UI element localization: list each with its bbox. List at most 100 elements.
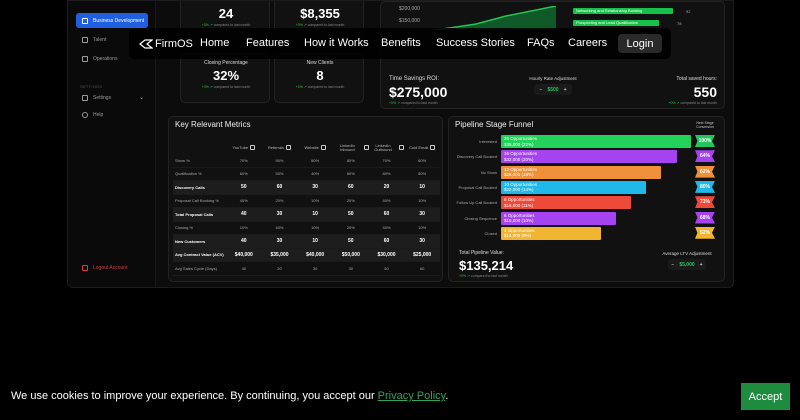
- sidebar-item-help[interactable]: Help: [76, 107, 148, 122]
- ltv-stepper[interactable]: − $5,000 +: [668, 259, 706, 270]
- table-cell: $25,000: [413, 251, 432, 258]
- login-button[interactable]: Login: [618, 34, 662, 53]
- table-cell: 40: [241, 265, 247, 271]
- nav-link-benefits[interactable]: Benefits: [381, 37, 421, 49]
- table-cell: 90%: [275, 157, 284, 163]
- referrals-icon: [286, 145, 292, 150]
- table-cell: 40%: [275, 225, 284, 231]
- table-body: Show % 70% 90% 80% 80% 70% 60% Qualification % 6…: [173, 154, 440, 276]
- nav-link-faqs[interactable]: FAQs: [527, 37, 555, 49]
- nav-link-home[interactable]: Home: [200, 37, 230, 49]
- sidebar-item-operations[interactable]: Operations: [76, 51, 148, 66]
- increment-button[interactable]: +: [563, 86, 567, 93]
- table-header-cell: LinkedIn Inbound: [333, 143, 369, 152]
- trend-line: [436, 6, 556, 30]
- cookie-banner: We use cookies to improve your experienc…: [0, 370, 800, 420]
- stat-card: Closing Percentage 32% +0% ↗ compared to…: [180, 53, 270, 103]
- logout-label: Logout Account: [93, 265, 128, 271]
- time-bar-value: 92: [686, 9, 691, 14]
- funnel-bar-count: 10 Opportunities: [504, 181, 538, 187]
- nav-link-success-stories[interactable]: Success Stories: [436, 37, 515, 49]
- decrement-button[interactable]: −: [671, 261, 675, 268]
- pipeline-compare: +0% ↗ compared to last month: [459, 274, 513, 278]
- youtube-icon: [250, 145, 256, 150]
- funnel-bar-value: $35,000 (22%): [504, 141, 534, 147]
- column-label: Website: [304, 144, 319, 150]
- stat-label: New Clients: [306, 60, 334, 66]
- pipeline-compare-text: compared to last month: [471, 274, 508, 278]
- hourly-rate-stepper[interactable]: − $500 +: [534, 84, 572, 95]
- stat-value: 24: [218, 6, 234, 21]
- roi-change: +0% ↗: [668, 101, 680, 105]
- saved-hours-block: Total saved hours: 550 +0% ↗ compared to…: [649, 76, 717, 105]
- table-row: Qualification % 60% 50% 40% 60% 80% 80%: [173, 168, 440, 181]
- funnel-bar: 6 Opportunities $16,000 (10%): [501, 211, 616, 225]
- table-cell: 60: [383, 211, 390, 218]
- table-cell: 50: [348, 211, 354, 218]
- funnel-bar-value: $14,000 (8%): [504, 233, 532, 239]
- sidebar-item-settings[interactable]: Settings ⌄: [76, 90, 148, 105]
- nav-link-how-it-works[interactable]: How it Works: [304, 37, 369, 49]
- column-label: Cold Email: [408, 144, 429, 150]
- table-cell: 40%: [239, 198, 248, 204]
- sidebar-item-talent[interactable]: Talent: [76, 32, 148, 47]
- time-savings-label: Time Savings ROI:: [389, 76, 440, 82]
- nav-link-careers[interactable]: Careers: [568, 37, 608, 49]
- time-savings-block: Time Savings ROI: $275,000 +0% ↗ compare…: [389, 76, 447, 105]
- funnel-bar: 16 Opportunities $32,000 (20%): [501, 150, 677, 164]
- row-label: Show %: [175, 157, 190, 163]
- table-header-cell: LinkedIn Outbound: [369, 143, 405, 152]
- accept-button[interactable]: Accept: [741, 383, 790, 410]
- time-bar: Prospecting and Lead Qualification: [573, 20, 659, 26]
- funnel-stage-label: No Show: [480, 169, 497, 175]
- hourly-rate-value: $500: [547, 86, 559, 93]
- stat-value: 32%: [212, 68, 240, 83]
- table-cell: 30: [312, 265, 318, 271]
- ltv-block: Average LTV Adjustment − $5,000 +: [657, 251, 717, 270]
- stat-change: +0% ↗: [201, 23, 213, 27]
- y-axis-label: $150,000: [399, 18, 420, 24]
- conversion-badge: 100%: [695, 135, 715, 147]
- increment-button[interactable]: +: [699, 261, 703, 268]
- total-pipeline-label: Total Pipeline Value:: [459, 250, 504, 256]
- row-label: Avg Contract Value (ACV): [175, 252, 224, 258]
- chevron-down-icon: ⌄: [138, 95, 144, 101]
- funnel-bar-count: 12 Opportunities: [504, 166, 538, 172]
- sidebar-item-business-development[interactable]: Business Development: [76, 13, 148, 28]
- table-row: Total Proposal Calls 40 30 10 50 60 30: [173, 208, 440, 222]
- briefcase-icon: [82, 17, 88, 24]
- decrement-button[interactable]: −: [539, 86, 543, 93]
- funnel-stage-label: Proposal Call Booked: [458, 184, 497, 190]
- table-cell: 40%: [311, 171, 320, 177]
- time-savings-value: $275,000: [389, 84, 448, 100]
- stat-card: New Clients 8 +0% ↗ compared to last mon…: [274, 53, 364, 103]
- table-cell: 20: [277, 265, 282, 271]
- funnel-stage-label: Closed: [484, 230, 497, 236]
- linkedin-icon: [399, 145, 405, 150]
- sidebar-item-label: Operations: [93, 55, 118, 62]
- logout-button[interactable]: Logout Account: [76, 265, 127, 271]
- table-cell: 60: [419, 265, 425, 271]
- table-cell: 10%: [418, 198, 427, 204]
- sidebar-item-label: Settings: [93, 94, 112, 101]
- privacy-policy-link[interactable]: Privacy Policy: [377, 390, 446, 402]
- table-cell: 30: [276, 238, 283, 245]
- table-cell: 10%: [418, 225, 427, 231]
- table-header-cell: YouTube: [226, 145, 262, 150]
- roi-compare: +0% ↗ compared to last month: [649, 101, 717, 105]
- saved-hours-label: Total saved hours:: [676, 76, 717, 82]
- conversion-badge: 52%: [695, 226, 715, 239]
- stat-label: Closing Percentage: [204, 60, 248, 66]
- cookie-period: .: [445, 390, 449, 402]
- logo[interactable]: FirmOS: [139, 38, 193, 50]
- metrics-table: YouTube Referrals Website LinkedIn Inbound L…: [173, 141, 440, 276]
- table-header: YouTube Referrals Website LinkedIn Inbound L…: [173, 141, 440, 154]
- nav-link-features[interactable]: Features: [246, 37, 290, 49]
- funnel-bar-count: 4 Opportunities: [504, 227, 535, 233]
- row-label: Closing %: [175, 225, 194, 231]
- conversion-badge: 62%: [695, 165, 715, 178]
- logo-text: FirmOS: [155, 37, 193, 50]
- funnel-bar-value: $22,000 (14%): [504, 187, 534, 193]
- total-pipeline-block: Total Pipeline Value: $135,214 +0% ↗ com…: [459, 250, 513, 278]
- column-label: YouTube: [232, 144, 249, 150]
